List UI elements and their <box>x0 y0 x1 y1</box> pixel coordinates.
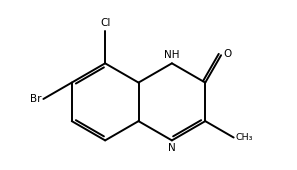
Text: Br: Br <box>30 95 42 104</box>
Text: N: N <box>168 143 176 153</box>
Text: NH: NH <box>164 50 180 60</box>
Text: O: O <box>223 49 231 59</box>
Text: Cl: Cl <box>100 18 110 28</box>
Text: CH₃: CH₃ <box>236 133 253 142</box>
